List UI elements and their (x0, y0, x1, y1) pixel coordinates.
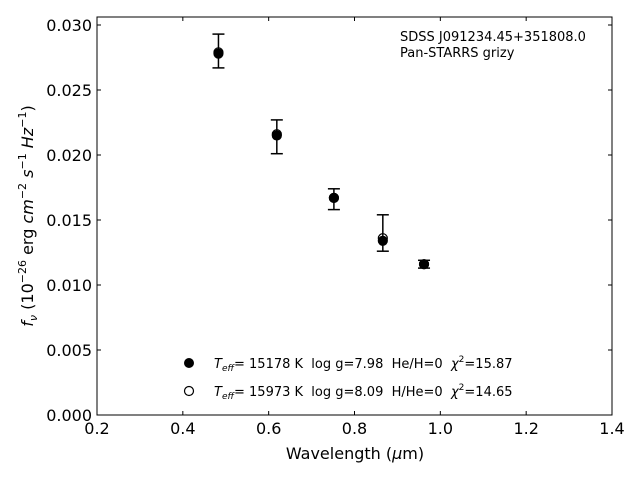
axis-ticks: 0.2 0.4 0.6 0.8 1.0 1.2 1.4 0.000 0.005 0.010 0.01… (46, 16, 625, 438)
survey-label: Pan-STARRS grizy (400, 46, 515, 61)
error-bars (212, 33, 431, 269)
x-tick-label: 1.4 (599, 419, 624, 438)
x-axis-label: Wavelength (μm) (286, 444, 424, 463)
plot-frame (96, 16, 613, 416)
legend-marker-open (183, 385, 195, 397)
y-axis-label: fν (10−26 erg cm−2 s−1 Hz−1) (16, 105, 40, 326)
y-tick-label: 0.030 (46, 16, 92, 35)
legend-entry-1: Teff= 15178 K log g=7.98 He/H=0 χ2=15.87 (214, 355, 513, 374)
model-point-db (271, 129, 282, 140)
legend-entry-2: Teff= 15973 K log g=8.09 H/He=0 χ2=14.65 (214, 383, 513, 402)
x-tick-label: 0.6 (256, 419, 281, 438)
model-point-db (213, 47, 224, 58)
y-tick-label: 0.020 (46, 146, 92, 165)
legend-marker-filled (184, 358, 194, 368)
x-tick-label: 0.2 (84, 419, 109, 438)
legend: Teff= 15178 K log g=7.98 He/H=0 χ2=15.87… (183, 355, 513, 402)
x-tick-label: 0.4 (170, 419, 195, 438)
object-name: SDSS J091234.45+351808.0 (400, 30, 586, 45)
y-tick-label: 0.000 (46, 406, 92, 425)
y-tick-label: 0.015 (46, 211, 92, 230)
data-points (213, 47, 430, 270)
model-point-db (418, 259, 430, 270)
model-point-db (377, 233, 388, 244)
x-tick-label: 0.8 (342, 419, 367, 438)
model-point-db (328, 192, 339, 203)
x-tick-label: 1.2 (513, 419, 538, 438)
y-tick-label: 0.005 (46, 341, 92, 360)
x-tick-label: 1.0 (428, 419, 453, 438)
y-tick-label: 0.010 (46, 276, 92, 295)
model-point-da (377, 235, 388, 246)
y-tick-label: 0.025 (46, 81, 92, 100)
